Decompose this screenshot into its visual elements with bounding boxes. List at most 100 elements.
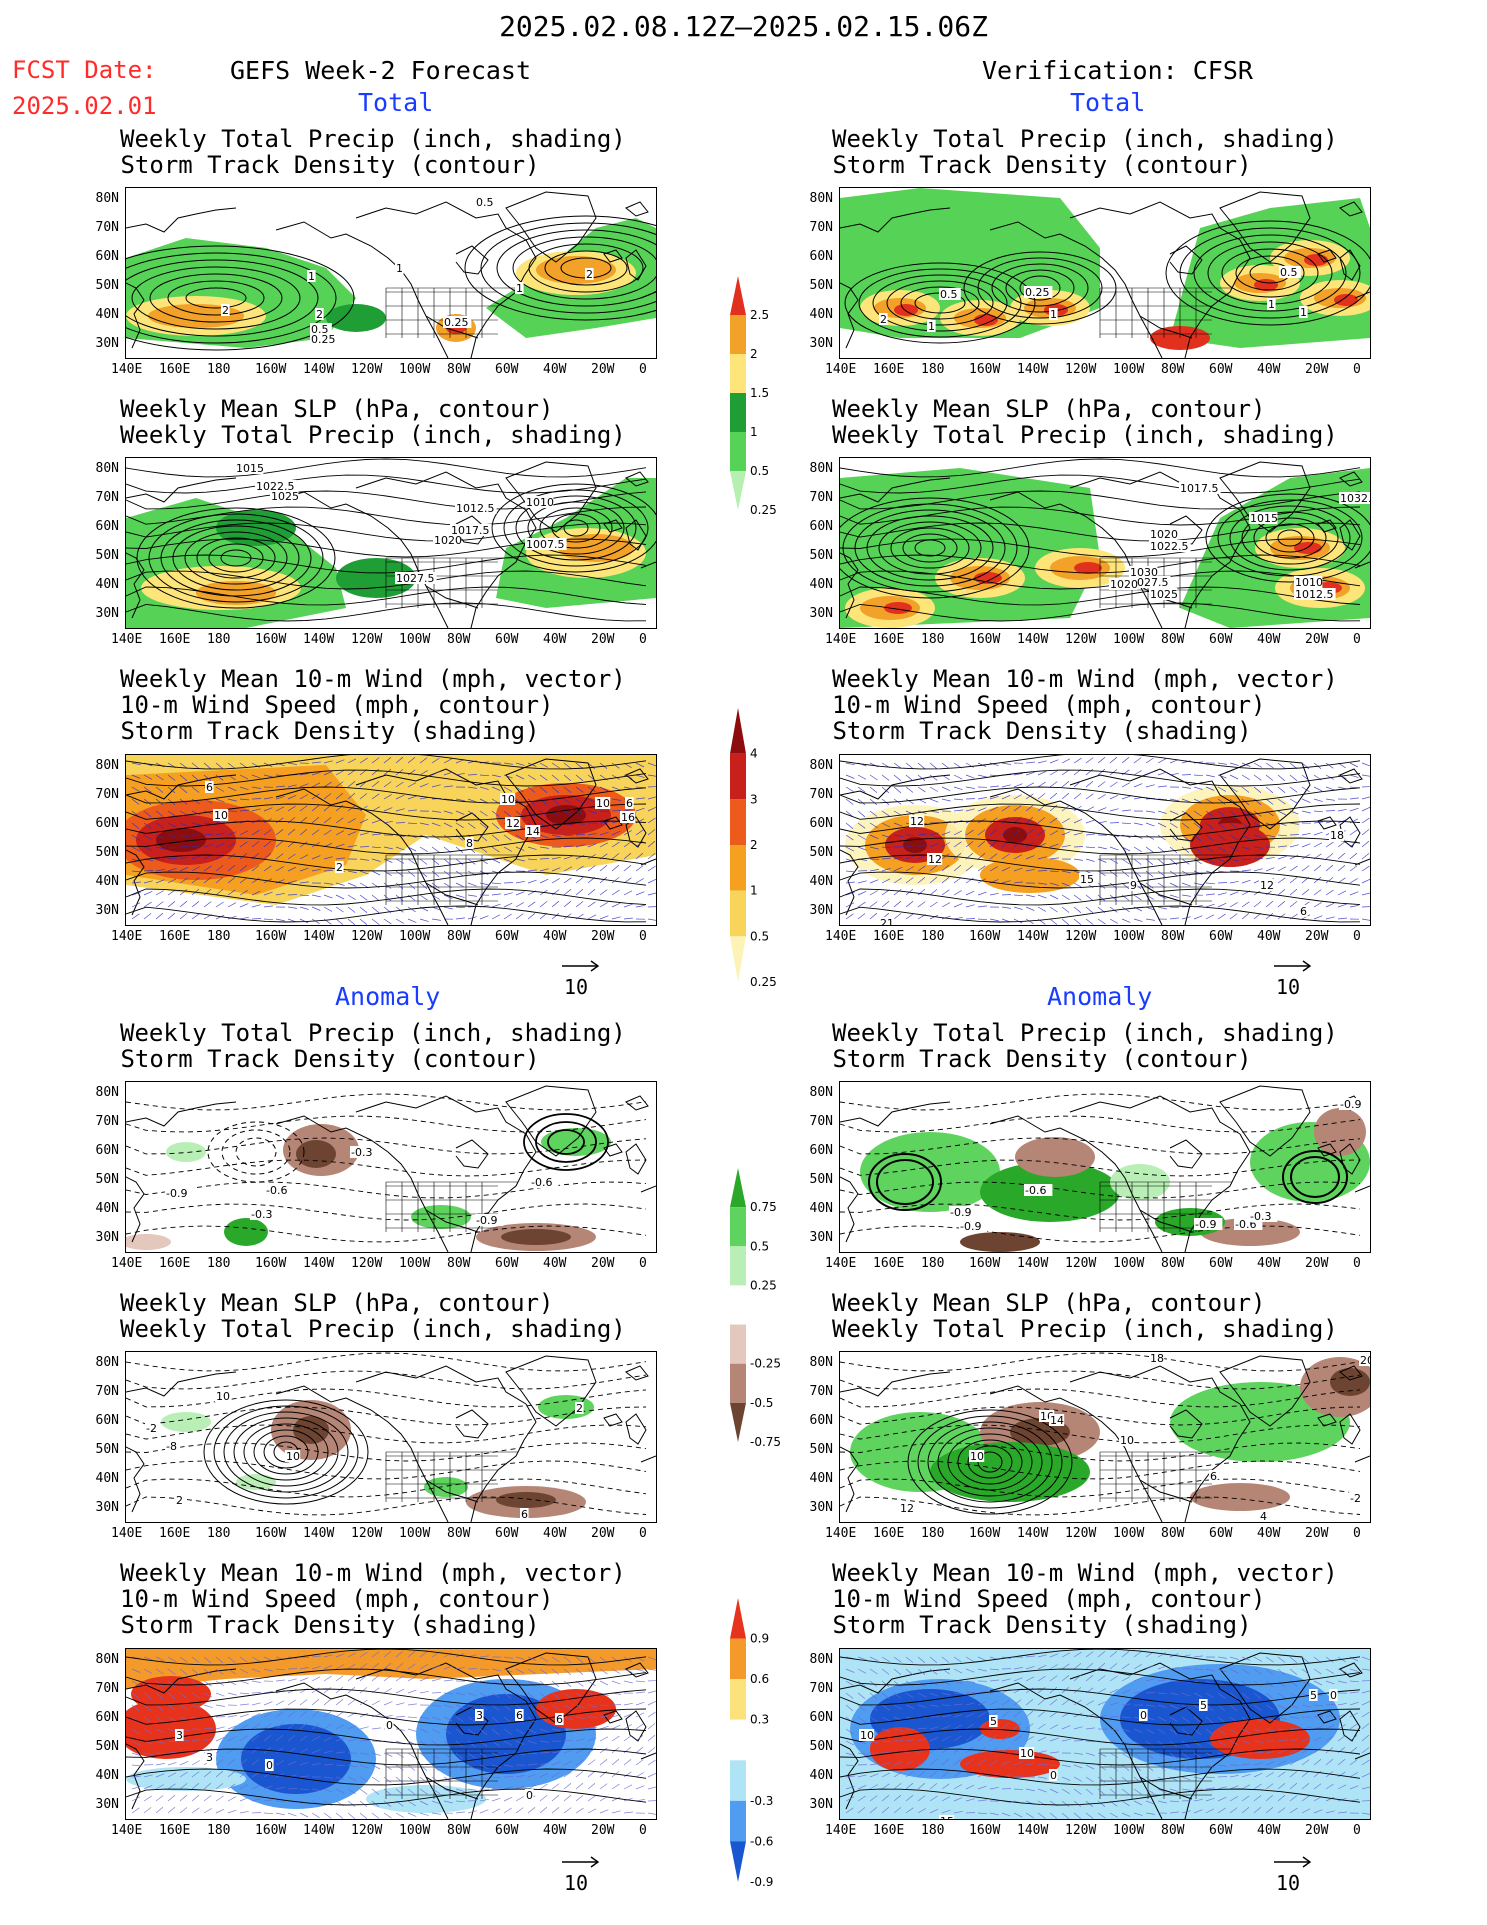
- contour-label: 15: [940, 1815, 954, 1819]
- lon-tick-label: 20W: [591, 362, 615, 377]
- shading-blob: [148, 304, 244, 328]
- lon-tick-label: 100W: [399, 1823, 431, 1838]
- lon-tick-label: 140E: [825, 1526, 857, 1541]
- lon-tick-label: 60W: [495, 1823, 519, 1838]
- lon-tick-label: 120W: [1065, 1526, 1097, 1541]
- contour-label: 1015: [1250, 512, 1278, 525]
- contour-labels: -0.9-0.6-0.9-0.9 -0.6-0.3-0.9: [949, 1098, 1368, 1233]
- contour-label: -0.9: [166, 1187, 187, 1200]
- lon-tick-label: 60W: [495, 632, 519, 647]
- colorbar-label: 0.25: [750, 1278, 777, 1292]
- contour-group: [136, 507, 336, 609]
- colorbar-label: 0.9: [750, 1632, 769, 1646]
- contour-label: 1012.5: [1295, 588, 1334, 601]
- colorbar-label: 0.6: [750, 1672, 769, 1686]
- shading-blob: [1330, 1368, 1370, 1396]
- lon-tick-label: 40W: [543, 362, 567, 377]
- contour-label: 8: [466, 837, 473, 850]
- lat-tick-label: 70N: [95, 220, 119, 235]
- lon-tick-label: 140W: [303, 362, 335, 377]
- lon-tick-label: 160W: [969, 1823, 1001, 1838]
- lat-tick-label: 40N: [809, 874, 833, 889]
- lon-tick-label: 120W: [351, 929, 383, 944]
- lon-tick-label: 120W: [351, 632, 383, 647]
- lon-tick-label: 20W: [591, 929, 615, 944]
- contour-group: [491, 483, 656, 573]
- lon-tick-label: 140E: [825, 1256, 857, 1271]
- lat-tick-label: 70N: [95, 1114, 119, 1129]
- lon-tick-label: 140E: [825, 1823, 857, 1838]
- lon-tick-label: 160E: [873, 362, 905, 377]
- shading-blob: [903, 837, 927, 853]
- colorbar-total-storm: 4 3 2 1 0.5 0.25: [718, 700, 788, 990]
- lon-tick-label: 20W: [591, 632, 615, 647]
- colorbar-label: -0.25: [750, 1357, 781, 1371]
- contour-label: 10: [1120, 1434, 1134, 1447]
- shading-blob: [196, 581, 276, 605]
- lon-tick-label: 140W: [1017, 362, 1049, 377]
- lon-tick-label: 160E: [159, 632, 191, 647]
- shading-blob: [536, 256, 616, 284]
- contour-group: [868, 1153, 942, 1211]
- lat-tick-label: 30N: [809, 903, 833, 918]
- coastline-group: [840, 1652, 1370, 1819]
- lon-tick-label: 160E: [873, 929, 905, 944]
- lon-tick-label: 40W: [543, 1256, 567, 1271]
- contour-label: 14: [526, 825, 540, 838]
- colorbar-swatch: [730, 315, 746, 354]
- lon-tick-label: 140E: [825, 929, 857, 944]
- lon-tick-label: 180: [921, 929, 945, 944]
- lon-tick-label: 80W: [1161, 362, 1185, 377]
- lon-tick-label: 100W: [1113, 1823, 1145, 1838]
- colorbar-label: 3: [750, 792, 758, 806]
- contour-label: -0.3: [1250, 1210, 1271, 1223]
- lon-tick-label: 40W: [1257, 362, 1281, 377]
- lon-tick-label: 60W: [1209, 1823, 1233, 1838]
- lat-tick-label: 50N: [95, 1739, 119, 1754]
- lon-tick-label: 100W: [1113, 1256, 1145, 1271]
- shading-blob: [1170, 1382, 1350, 1462]
- L5-map: 10 10 2 6 -2 -8 2: [125, 1351, 657, 1523]
- contour-labels: 12 12 15 9 12 18 21 6: [879, 815, 1345, 925]
- lat-tick-label: 50N: [95, 1172, 119, 1187]
- lon-tick-label: 100W: [1113, 929, 1145, 944]
- coastline-group: [840, 1355, 1370, 1522]
- shading-blob: [326, 304, 386, 332]
- contour-label: 1020: [1110, 578, 1138, 591]
- contour-label: 0: [1330, 1689, 1337, 1702]
- shading-blob: [161, 1412, 211, 1432]
- colorbar-label: -0.75: [750, 1435, 781, 1449]
- lon-tick-label: 40W: [543, 1823, 567, 1838]
- lon-tick-label: 60W: [495, 929, 519, 944]
- lat-tick-label: 30N: [95, 903, 119, 918]
- lon-tick-label: 0: [1353, 929, 1361, 944]
- lon-tick-label: 20W: [1305, 1823, 1329, 1838]
- R5-map: 1820161410101264-2: [839, 1351, 1371, 1523]
- left-model-title: GEFS Week-2 Forecast: [230, 56, 532, 85]
- lat-tick-label: 50N: [809, 1442, 833, 1457]
- colorbar-swatch: [730, 1679, 746, 1720]
- contour-label: -2: [146, 1422, 157, 1435]
- contour-label: 1027.5: [1130, 576, 1169, 589]
- coastline-group: [126, 1355, 656, 1522]
- colorbar-anom-storm: 0.9 0.6 0.3 -0.3 -0.6 -0.9: [718, 1590, 788, 1890]
- colorbar-label: -0.9: [750, 1875, 773, 1889]
- contour-label: 2: [336, 861, 343, 874]
- lon-tick-label: 140W: [303, 632, 335, 647]
- R3-map: 12 12 15 9 12 18 21 6: [839, 754, 1371, 926]
- contour-bands: [126, 1352, 647, 1516]
- lon-tick-label: 80W: [1161, 1256, 1185, 1271]
- contour-label: 0: [266, 1759, 273, 1772]
- contour-label: 18: [1150, 1352, 1164, 1365]
- shading-blob: [1190, 823, 1270, 867]
- contour-group: [1282, 1150, 1348, 1204]
- coastline-group: [126, 1085, 656, 1252]
- lat-tick-label: 50N: [95, 845, 119, 860]
- lon-tick-label: 60W: [1209, 929, 1233, 944]
- contour-label: 1012.5: [456, 502, 495, 515]
- vector-ref-label: 10: [564, 1871, 589, 1895]
- lon-tick-label: 100W: [399, 362, 431, 377]
- lat-tick-label: 80N: [95, 1085, 119, 1100]
- contour-label: 18: [1330, 829, 1344, 842]
